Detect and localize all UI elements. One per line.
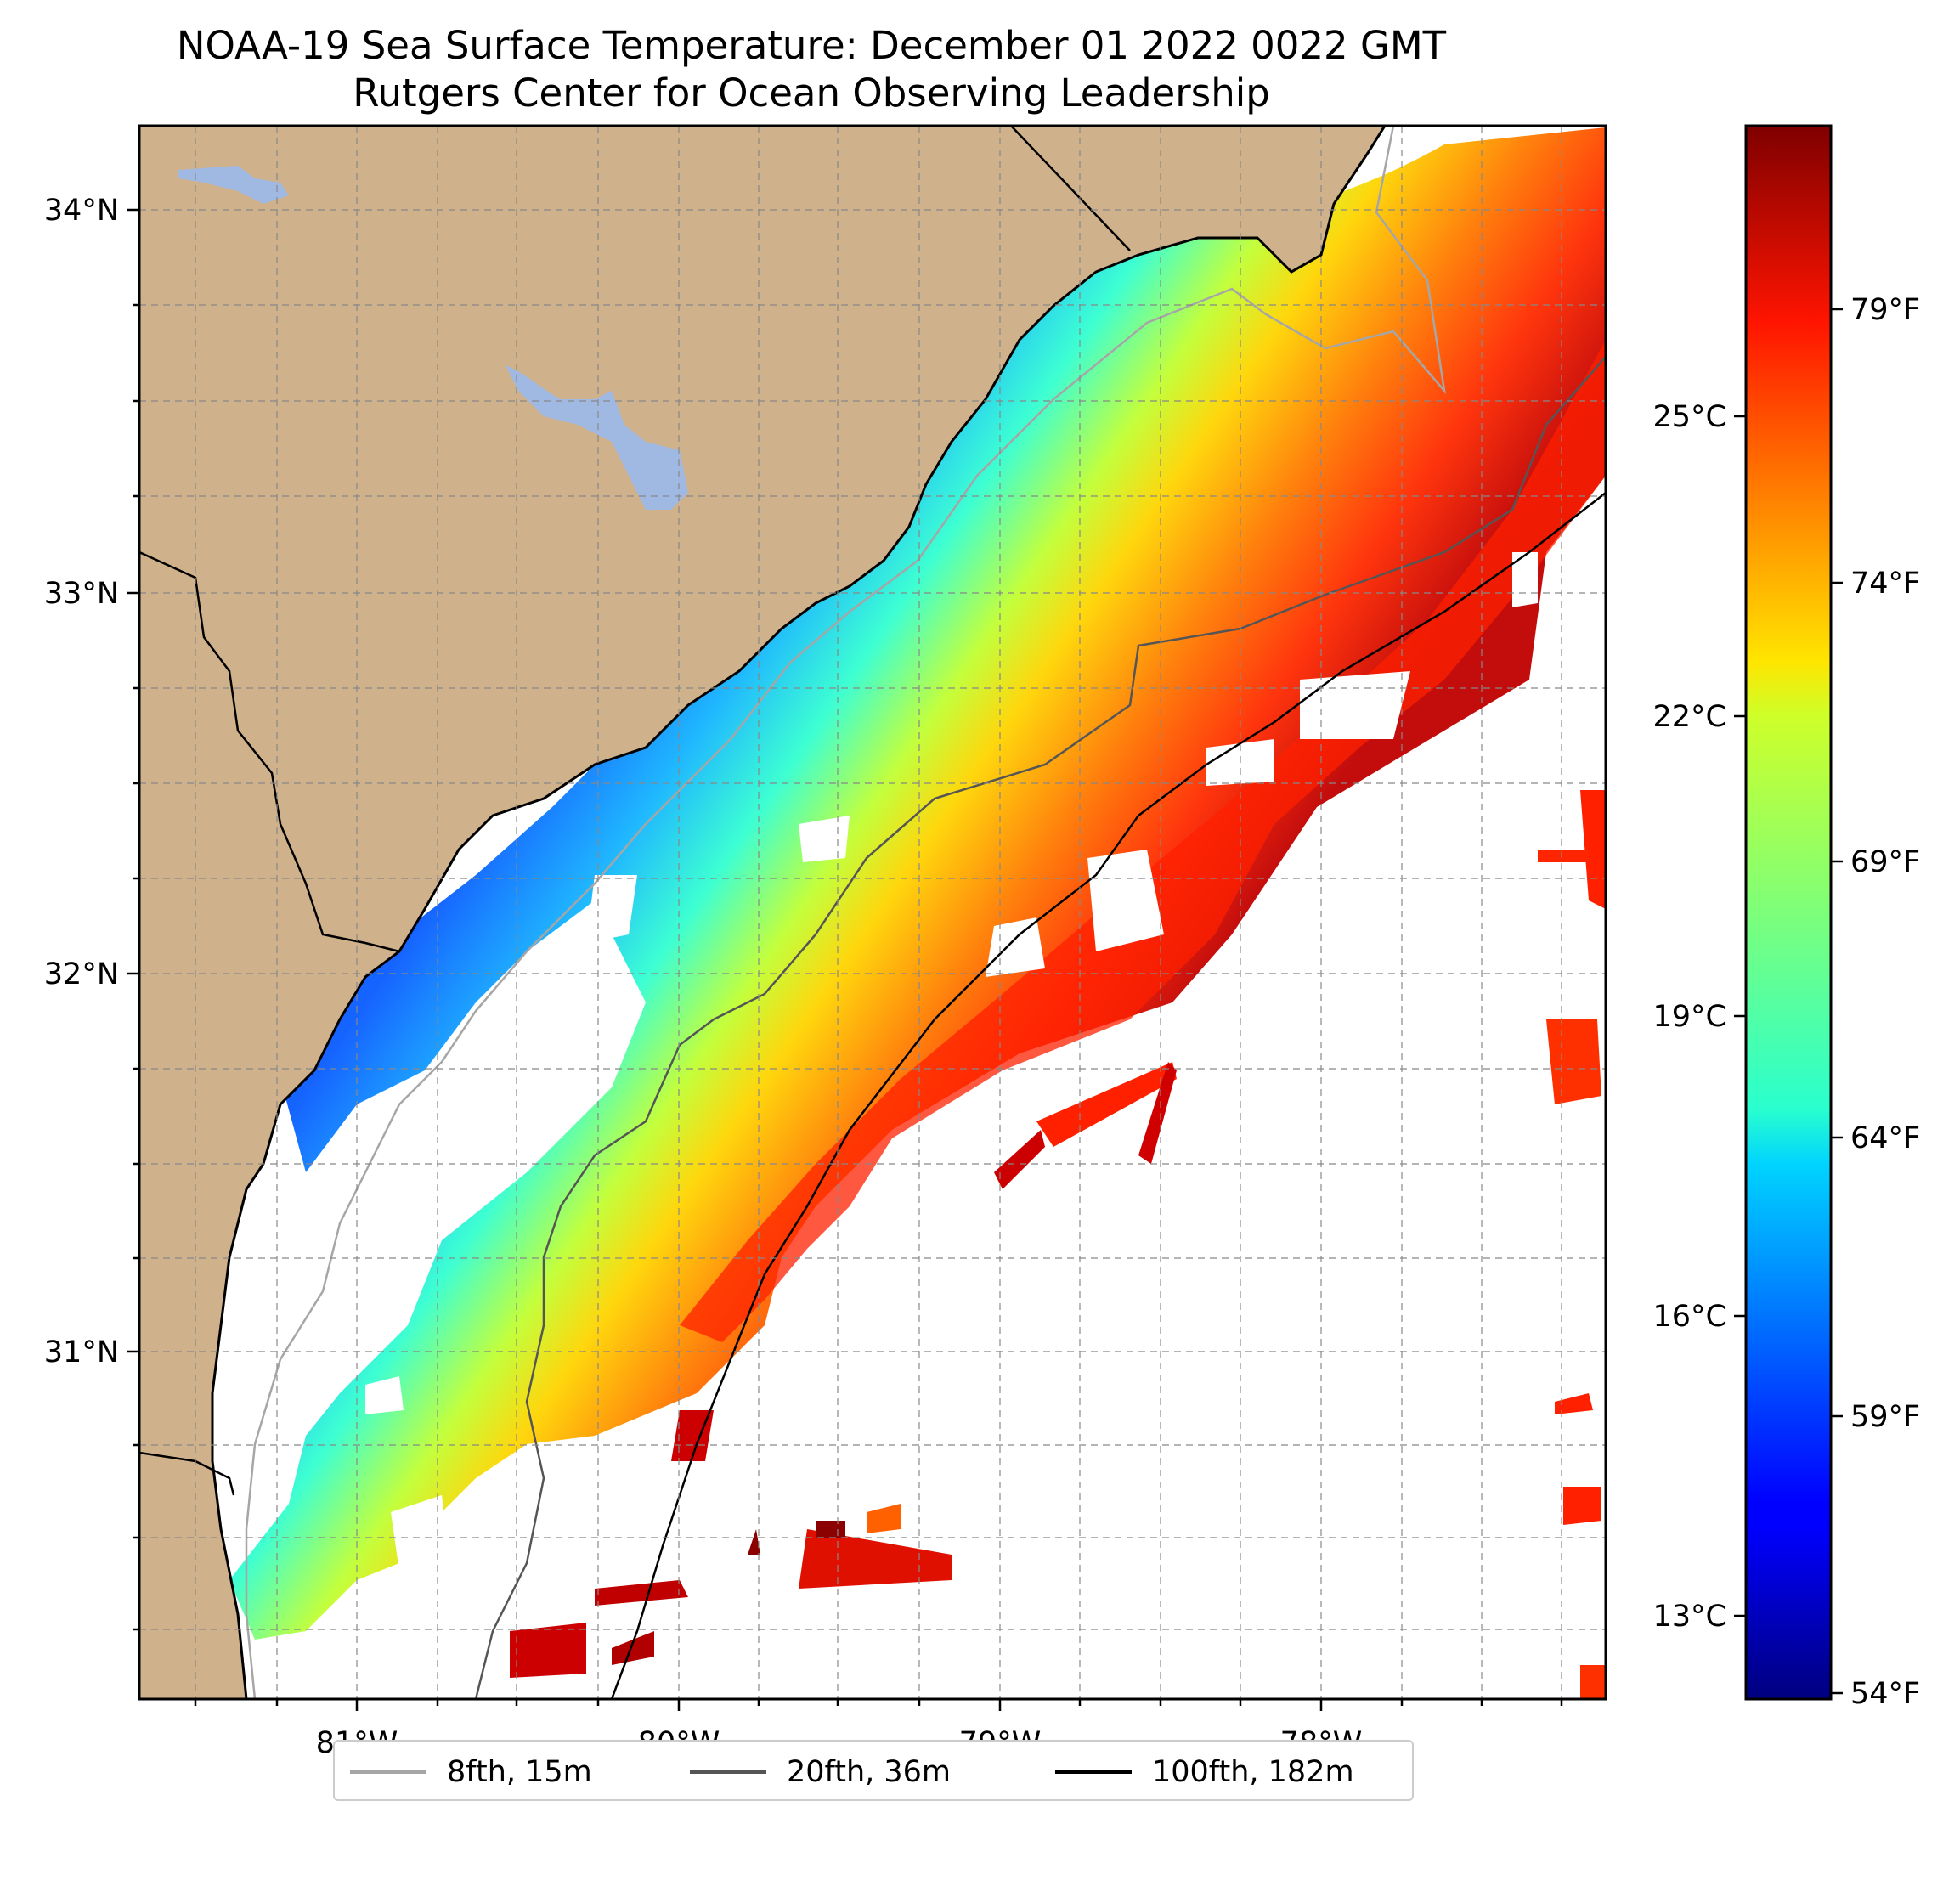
sst-warm-band bbox=[680, 340, 1606, 1342]
isobath-20fth bbox=[474, 356, 1606, 1699]
gridlines bbox=[139, 126, 1606, 1699]
state-border-sc-ga bbox=[139, 550, 400, 953]
state-border-nc-sc bbox=[1010, 126, 1131, 251]
map-panel bbox=[139, 126, 1606, 1699]
legend-swatch bbox=[350, 1770, 426, 1774]
lat-tick-label: 31°N bbox=[44, 1335, 119, 1369]
state-border-ga-fl bbox=[139, 1451, 235, 1496]
isobath-legend: 8fth, 15m 20fth, 36m 100fth, 182m bbox=[333, 1740, 1414, 1801]
celsius-tick-label: 13°C bbox=[1653, 1600, 1726, 1634]
lat-tick-label: 33°N bbox=[44, 577, 119, 611]
colorbar-ticks bbox=[1734, 308, 1843, 1695]
sst-field-main bbox=[229, 127, 1606, 1640]
celsius-tick-label: 25°C bbox=[1653, 400, 1726, 434]
celsius-tick-label: 16°C bbox=[1653, 1300, 1726, 1334]
fahrenheit-tick-label: 64°F bbox=[1850, 1121, 1920, 1155]
legend-item-100fth: 100fth, 182m bbox=[1055, 1742, 1354, 1803]
fahrenheit-tick-label: 79°F bbox=[1850, 293, 1920, 327]
lake-north bbox=[178, 166, 289, 204]
land-mass bbox=[139, 126, 1387, 1699]
legend-swatch bbox=[1055, 1770, 1132, 1774]
isobath-100fth bbox=[610, 492, 1606, 1699]
map-subtitle: Rutgers Center for Ocean Observing Leade… bbox=[353, 71, 1270, 116]
axis-ticks bbox=[127, 208, 1563, 1711]
legend-swatch bbox=[690, 1770, 766, 1774]
legend-label: 20fth, 36m bbox=[787, 1755, 952, 1789]
celsius-tick-label: 19°C bbox=[1653, 1000, 1726, 1034]
map-frame bbox=[138, 124, 1607, 1701]
lake-marion bbox=[506, 365, 688, 510]
fahrenheit-tick-label: 74°F bbox=[1850, 567, 1920, 601]
isobath-8fth bbox=[245, 126, 1446, 1699]
legend-item-8fth: 8fth, 15m bbox=[350, 1742, 592, 1803]
legend-label: 100fth, 182m bbox=[1152, 1755, 1354, 1789]
fahrenheit-tick-label: 59°F bbox=[1850, 1400, 1920, 1434]
map-title: NOAA-19 Sea Surface Temperature: Decembe… bbox=[176, 23, 1447, 68]
lat-tick-label: 34°N bbox=[44, 194, 119, 228]
lat-tick-label: 32°N bbox=[44, 957, 119, 991]
fahrenheit-tick-label: 54°F bbox=[1850, 1677, 1920, 1711]
legend-item-20fth: 20fth, 36m bbox=[690, 1742, 951, 1803]
celsius-tick-label: 22°C bbox=[1653, 700, 1726, 734]
legend-label: 8fth, 15m bbox=[447, 1755, 592, 1789]
colorbar bbox=[1744, 124, 1833, 1701]
sst-patch-east bbox=[1580, 790, 1606, 909]
fahrenheit-tick-label: 69°F bbox=[1850, 845, 1920, 879]
